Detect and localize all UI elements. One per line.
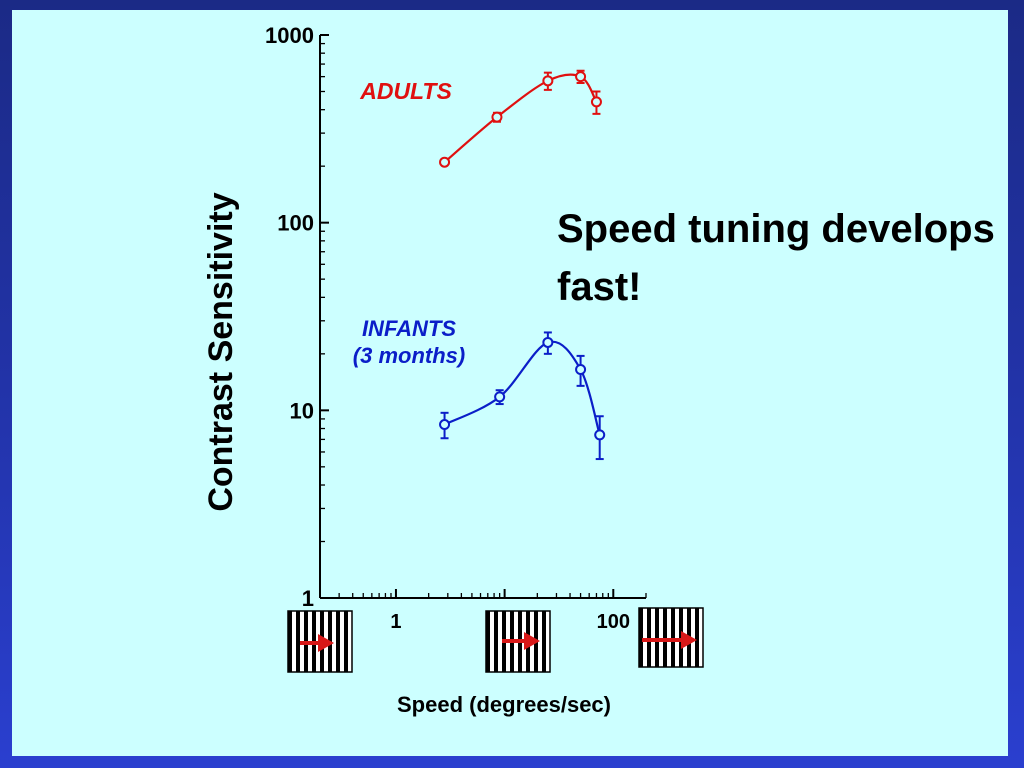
infants-series-label: INFANTS [362, 316, 456, 341]
grating-stripe [542, 611, 546, 672]
contrast-sensitivity-chart: 1101001000110100 Speed (degrees/sec) Con… [202, 23, 704, 717]
x-tick-label: 100 [597, 611, 630, 633]
data-point [542, 336, 554, 348]
y-axis-label: Contrast Sensitivity [202, 192, 240, 511]
adults-series [439, 69, 602, 168]
adults-series-label: ADULTS [359, 78, 452, 104]
grating-stripe [647, 608, 651, 667]
data-point [491, 111, 503, 123]
stimulus-icons [287, 607, 704, 673]
grating-stripe [344, 611, 348, 672]
series-line [444, 340, 601, 436]
x-tick-label: 1 [390, 611, 401, 633]
grating-stripe [288, 611, 292, 672]
x-axis-label: Speed (degrees/sec) [397, 692, 611, 717]
grating-stripe [336, 611, 340, 672]
grating-stripe [655, 608, 659, 667]
series-line [443, 73, 598, 164]
y-tick-label: 10 [290, 398, 314, 423]
motion-arrow-icon [524, 632, 540, 650]
data-point [494, 391, 506, 403]
grating-stripe [639, 608, 643, 667]
grating-stripe [494, 611, 498, 672]
fast-grating-icon [638, 607, 704, 668]
slide-background: 1101001000110100 Speed (degrees/sec) Con… [12, 10, 1008, 756]
y-tick-label: 100 [277, 211, 314, 236]
y-tick-label: 1 [302, 586, 314, 611]
data-point [575, 364, 587, 376]
y-tick-label: 1000 [265, 23, 314, 48]
motion-arrow-icon [318, 634, 334, 652]
infants-series [439, 331, 606, 461]
data-point [439, 156, 451, 168]
medium-grating-icon [485, 610, 551, 673]
grating-stripe [663, 608, 667, 667]
data-point [594, 429, 606, 441]
grating-stripe [296, 611, 300, 672]
headline-line-1: Speed tuning develops [557, 207, 995, 251]
data-point [590, 96, 602, 108]
slow-grating-icon [287, 610, 353, 673]
headline-line-2: fast! [557, 265, 642, 309]
grating-stripe [695, 608, 699, 667]
grating-stripe [671, 608, 675, 667]
grating-stripe [486, 611, 490, 672]
data-point [439, 419, 451, 431]
data-point [575, 71, 587, 83]
headline: Speed tuning develops fast! [557, 200, 1017, 316]
series-layer [439, 69, 606, 461]
data-point [542, 75, 554, 87]
infants-series-age-label: (3 months) [353, 343, 465, 368]
motion-arrow-icon [681, 631, 697, 649]
